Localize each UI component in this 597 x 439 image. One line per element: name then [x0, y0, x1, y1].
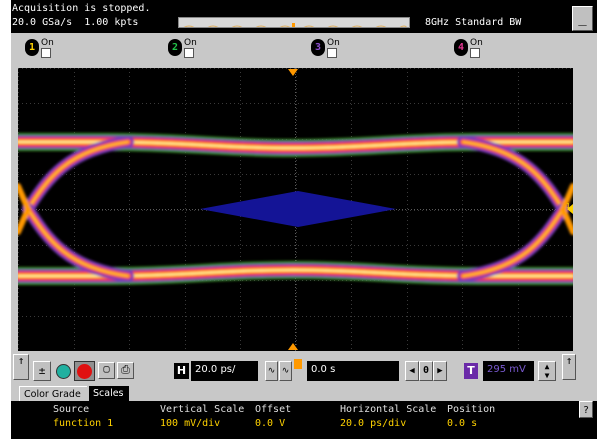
- horizontal-scale-field[interactable]: 20.0 ps/: [191, 361, 258, 381]
- tab-scales[interactable]: Scales: [89, 386, 129, 401]
- position-header: Position: [447, 404, 496, 415]
- vertical-scale-header: Vertical Scale: [160, 404, 245, 415]
- channel-1-marker-label: 1: [566, 202, 570, 210]
- horizontal-label: H: [174, 363, 189, 379]
- help-button[interactable]: ?: [579, 401, 593, 418]
- delay-field[interactable]: 0.0 s: [307, 361, 399, 381]
- source-header: Source: [53, 404, 90, 415]
- trigger-bottom-marker: [288, 343, 298, 350]
- delay-zero-button[interactable]: 0: [419, 361, 433, 381]
- eye-traces: [18, 133, 573, 285]
- tab-color-grade[interactable]: Color Grade: [19, 386, 87, 401]
- acquisition-memory-bar[interactable]: [178, 17, 410, 28]
- horizontal-scale-value[interactable]: 20.0 ps/div: [340, 418, 407, 429]
- channel-2-on-label: On: [184, 38, 197, 48]
- scroll-up-button[interactable]: ↑: [13, 354, 29, 380]
- channel-3-on-checkbox[interactable]: [327, 48, 337, 58]
- acquisition-status: Acquisition is stopped.: [12, 3, 151, 14]
- run-button[interactable]: [56, 364, 71, 379]
- left-falling-edge: [22, 203, 134, 282]
- tab-bar: Color Grade Scales: [11, 384, 597, 401]
- right-rising-edge: [457, 136, 569, 215]
- memory-wave-icon: [183, 23, 407, 27]
- trigger-level-spinner[interactable]: ▲ ▼: [538, 361, 556, 381]
- zoom-adjust-button[interactable]: ±: [33, 361, 51, 381]
- delay-right-button[interactable]: ▶: [433, 361, 447, 381]
- single-button[interactable]: ▢: [98, 362, 115, 379]
- trigger-label: T: [464, 363, 478, 379]
- position-value[interactable]: 0.0 s: [447, 418, 478, 429]
- eye-mask: [200, 191, 396, 227]
- channel-3-badge[interactable]: 3: [311, 39, 325, 56]
- print-icon[interactable]: ⎙: [117, 362, 134, 379]
- source-value[interactable]: function 1: [53, 418, 114, 429]
- channel-1-on-checkbox[interactable]: [41, 48, 51, 58]
- channel-4-on-label: On: [470, 38, 483, 48]
- channel-4-badge[interactable]: 4: [454, 39, 468, 56]
- eye-diagram: 1: [18, 68, 573, 351]
- channel-4-on-checkbox[interactable]: [470, 48, 480, 58]
- trigger-top-marker: [288, 69, 298, 76]
- control-bar: ↑ ± ▢ ⎙ H 20.0 ps/ ∿ ∿ 0.0 s ◀ 0 ▶ T 295…: [11, 351, 597, 384]
- offset-header: Offset: [255, 404, 292, 415]
- channel-bar: 1 On 2 On 3 On 4 On: [11, 33, 597, 67]
- channel-2-on-checkbox[interactable]: [184, 48, 194, 58]
- scale-fine-button[interactable]: ∿: [265, 361, 278, 381]
- status-bar: Acquisition is stopped. 20.0 GSa/s 1.00 …: [11, 0, 597, 33]
- channel-3-on-label: On: [327, 38, 340, 48]
- horizontal-scale-header: Horizontal Scale: [340, 404, 437, 415]
- bandwidth-readout: 8GHz Standard BW: [425, 17, 522, 28]
- vertical-scale-value[interactable]: 100 mV/div: [160, 418, 221, 429]
- oscilloscope-window: Acquisition is stopped. 20.0 GSa/s 1.00 …: [11, 0, 597, 439]
- waveform-display[interactable]: 1: [18, 68, 573, 351]
- stop-button[interactable]: [74, 361, 95, 381]
- channel-1-badge[interactable]: 1: [25, 39, 39, 56]
- trigger-scroll-button[interactable]: ↑: [562, 354, 576, 380]
- channel-1-on-label: On: [41, 38, 54, 48]
- minimize-button[interactable]: _: [572, 6, 593, 31]
- right-falling-edge: [457, 203, 569, 282]
- scales-panel: Source function 1 Vertical Scale 100 mV/…: [11, 401, 597, 439]
- offset-value[interactable]: 0.0 V: [255, 418, 286, 429]
- delay-left-button[interactable]: ◀: [405, 361, 419, 381]
- sample-rate-readout: 20.0 GSa/s 1.00 kpts: [12, 17, 139, 28]
- channel-2-badge[interactable]: 2: [168, 39, 182, 56]
- scale-coarse-button[interactable]: ∿: [279, 361, 292, 381]
- trigger-level-field[interactable]: 295 mV: [483, 361, 534, 381]
- left-rising-edge: [22, 136, 134, 215]
- delay-trigger-icon: [294, 359, 302, 369]
- channel-1-ground-marker: [567, 204, 573, 214]
